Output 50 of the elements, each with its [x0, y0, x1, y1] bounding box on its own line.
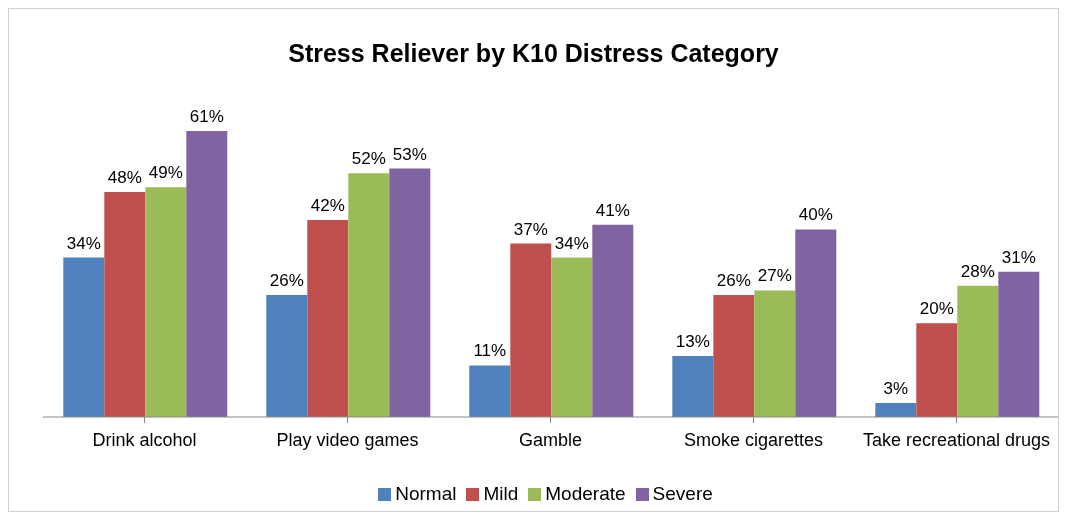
- data-label: 20%: [919, 299, 954, 319]
- x-tick-label: Gamble: [518, 429, 583, 450]
- bar: [469, 365, 511, 417]
- bar: [186, 131, 228, 417]
- data-label: 28%: [960, 261, 995, 281]
- bar: [754, 290, 796, 417]
- bar: [957, 285, 999, 417]
- bar: [145, 187, 187, 417]
- data-label: 13%: [675, 332, 710, 352]
- x-tick-label: Take recreational drugs: [862, 429, 1051, 450]
- legend-label: Severe: [652, 483, 713, 504]
- bar: [795, 229, 837, 417]
- x-tick-label: Play video games: [276, 429, 419, 450]
- chart-title: Stress Reliever by K10 Distress Category: [287, 39, 780, 68]
- data-label: 34%: [554, 233, 589, 253]
- bar: [672, 356, 714, 417]
- data-label: 34%: [66, 233, 101, 253]
- bar: [307, 220, 349, 417]
- data-label: 31%: [1001, 247, 1036, 267]
- legend-label: Normal: [395, 483, 457, 504]
- x-tick-label: Smoke cigarettes: [683, 429, 824, 450]
- data-label: 26%: [269, 271, 304, 291]
- bar: [875, 402, 917, 417]
- bar: [63, 257, 105, 417]
- data-label: 11%: [473, 341, 507, 361]
- bar: [348, 173, 390, 417]
- bar: [713, 295, 755, 417]
- data-label: 61%: [189, 107, 224, 126]
- data-label: 40%: [798, 205, 833, 225]
- data-label: 26%: [716, 271, 751, 291]
- bar: [389, 168, 431, 417]
- bar: [998, 271, 1040, 417]
- legend-label: Moderate: [545, 483, 626, 504]
- data-label: 27%: [757, 266, 792, 286]
- data-label: 52%: [351, 149, 386, 169]
- data-label: 48%: [107, 167, 142, 187]
- bar: [551, 257, 593, 417]
- data-label: 49%: [148, 163, 183, 183]
- bar: [104, 191, 146, 417]
- bar: [266, 295, 308, 417]
- data-label: 41%: [595, 200, 630, 220]
- x-tick-label: Drink alcohol: [92, 429, 197, 450]
- bar: [592, 224, 634, 417]
- data-label: 37%: [513, 219, 548, 239]
- legend-label: Mild: [483, 483, 519, 504]
- data-label: 3%: [883, 378, 909, 398]
- data-label: 42%: [310, 196, 345, 216]
- bar: [510, 243, 552, 417]
- data-label: 53%: [392, 144, 427, 164]
- bar: [916, 323, 958, 417]
